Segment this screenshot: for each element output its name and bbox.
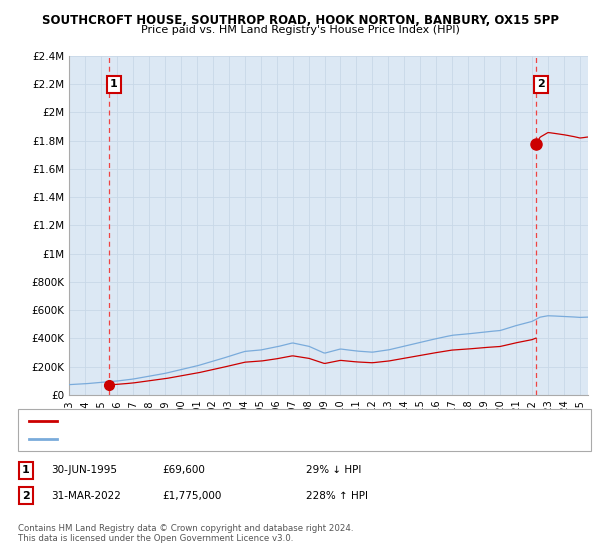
Text: 1: 1 [22,465,29,475]
Text: Contains HM Land Registry data © Crown copyright and database right 2024.
This d: Contains HM Land Registry data © Crown c… [18,524,353,543]
Text: £1,775,000: £1,775,000 [162,491,221,501]
Text: £69,600: £69,600 [162,465,205,475]
Text: 2: 2 [537,79,545,89]
Text: 30-JUN-1995: 30-JUN-1995 [51,465,117,475]
Text: SOUTHCROFT HOUSE, SOUTHROP ROAD, HOOK NORTON, BANBURY, OX15 5PP (detache: SOUTHCROFT HOUSE, SOUTHROP ROAD, HOOK NO… [61,416,442,425]
Text: 29% ↓ HPI: 29% ↓ HPI [306,465,361,475]
Text: SOUTHCROFT HOUSE, SOUTHROP ROAD, HOOK NORTON, BANBURY, OX15 5PP: SOUTHCROFT HOUSE, SOUTHROP ROAD, HOOK NO… [41,14,559,27]
Text: Price paid vs. HM Land Registry's House Price Index (HPI): Price paid vs. HM Land Registry's House … [140,25,460,35]
Text: HPI: Average price, detached house, Cherwell: HPI: Average price, detached house, Cher… [61,435,259,444]
Text: 2: 2 [22,491,29,501]
Text: 228% ↑ HPI: 228% ↑ HPI [306,491,368,501]
Text: 1: 1 [110,79,118,89]
Text: 31-MAR-2022: 31-MAR-2022 [51,491,121,501]
